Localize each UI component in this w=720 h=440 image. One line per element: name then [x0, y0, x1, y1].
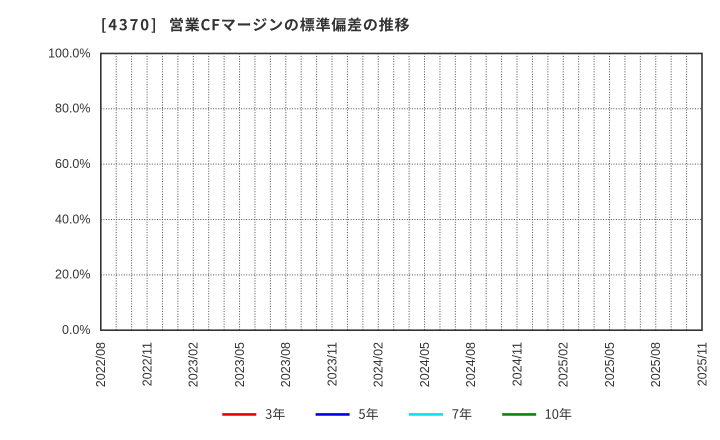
svg-text:80.0%: 80.0%	[55, 102, 90, 116]
svg-text:2025/11: 2025/11	[695, 342, 709, 386]
svg-text:2023/11: 2023/11	[325, 342, 339, 386]
svg-text:2023/05: 2023/05	[233, 342, 247, 387]
svg-text:2024/08: 2024/08	[464, 342, 478, 387]
svg-text:2023/08: 2023/08	[279, 342, 293, 387]
svg-text:2022/11: 2022/11	[140, 342, 154, 386]
svg-text:2025/05: 2025/05	[603, 342, 617, 387]
svg-text:2023/02: 2023/02	[187, 342, 201, 387]
svg-text:2024/02: 2024/02	[372, 342, 386, 387]
svg-text:2025/08: 2025/08	[649, 342, 663, 387]
svg-text:2022/08: 2022/08	[94, 342, 108, 387]
svg-text:100.0%: 100.0%	[48, 46, 90, 60]
svg-text:2024/05: 2024/05	[418, 342, 432, 387]
svg-text:0.0%: 0.0%	[62, 323, 91, 337]
svg-text:60.0%: 60.0%	[55, 157, 90, 171]
svg-text:40.0%: 40.0%	[55, 212, 90, 226]
svg-text:20.0%: 20.0%	[55, 268, 90, 282]
svg-text:2025/02: 2025/02	[557, 342, 571, 387]
svg-text:2024/11: 2024/11	[510, 342, 524, 386]
